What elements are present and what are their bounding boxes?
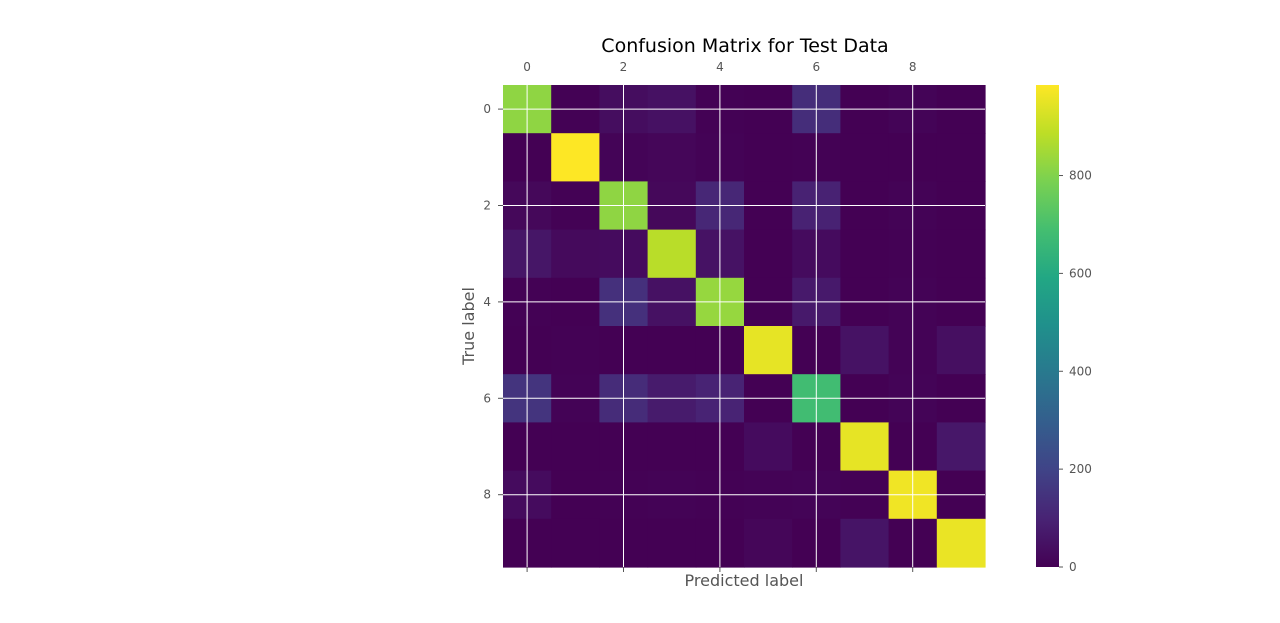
heatmap-cell-9-9 <box>936 518 986 568</box>
colorbar-tick-label-800: 800 <box>1069 169 1092 183</box>
heatmap-cell-7-9 <box>936 422 986 472</box>
heatmap-cell-9-7 <box>840 518 890 568</box>
y-tick-label-2: 2 <box>483 199 491 213</box>
heatmap-cell-1-5 <box>744 133 793 182</box>
x-tick-label-2: 2 <box>620 60 628 74</box>
y-tick-label-4: 4 <box>483 295 491 309</box>
heatmap-cell-3-5 <box>744 229 793 279</box>
heatmap-cell-1-7 <box>840 133 890 182</box>
y-tick-label-0: 0 <box>483 102 491 116</box>
heatmap-cell-1-1 <box>551 133 600 182</box>
heatmap-cells <box>503 85 986 568</box>
colorbar: 0 200 400 600 800 <box>1036 85 1092 574</box>
colorbar-tick-label-200: 200 <box>1069 462 1092 476</box>
colorbar-tick-label-600: 600 <box>1069 266 1092 280</box>
heatmap-cell-9-1 <box>551 518 600 568</box>
heatmap-cell-1-3 <box>647 133 697 182</box>
colorbar-tick-label-0: 0 <box>1069 560 1077 574</box>
heatmap-cell-5-1 <box>551 326 600 375</box>
x-axis-ticks: 0 2 4 6 8 <box>523 60 917 572</box>
heatmap-grid <box>503 85 985 567</box>
heatmap-cell-5-3 <box>647 326 697 375</box>
x-tick-label-6: 6 <box>812 60 820 74</box>
heatmap-cell-5-7 <box>840 326 890 375</box>
chart-title: Confusion Matrix for Test Data <box>601 35 888 57</box>
x-tick-label-4: 4 <box>716 60 724 74</box>
y-tick-label-8: 8 <box>483 488 491 502</box>
colorbar-tick-label-400: 400 <box>1069 364 1092 378</box>
heatmap-cell-7-5 <box>744 422 793 472</box>
heatmap-cell-3-3 <box>647 229 697 279</box>
heatmap-cell-3-7 <box>840 229 890 279</box>
heatmap-cell-9-5 <box>744 518 793 568</box>
y-axis-ticks: 0 2 4 6 8 <box>483 102 503 502</box>
heatmap-cell-5-5 <box>744 326 793 375</box>
heatmap-cell-3-9 <box>936 229 986 279</box>
x-axis-label: Predicted label <box>685 571 804 590</box>
heatmap-cell-1-9 <box>936 133 986 182</box>
y-tick-label-6: 6 <box>483 391 491 405</box>
y-axis-label: True label <box>459 287 478 366</box>
x-tick-label-8: 8 <box>909 60 917 74</box>
heatmap-cell-7-1 <box>551 422 600 472</box>
heatmap-cell-7-3 <box>647 422 697 472</box>
heatmap-cell-5-9 <box>936 326 986 375</box>
heatmap-cell-3-1 <box>551 229 600 279</box>
colorbar-gradient <box>1036 85 1059 567</box>
x-tick-label-0: 0 <box>523 60 531 74</box>
heatmap-cell-7-7 <box>840 422 890 472</box>
heatmap-cell-9-3 <box>647 518 697 568</box>
